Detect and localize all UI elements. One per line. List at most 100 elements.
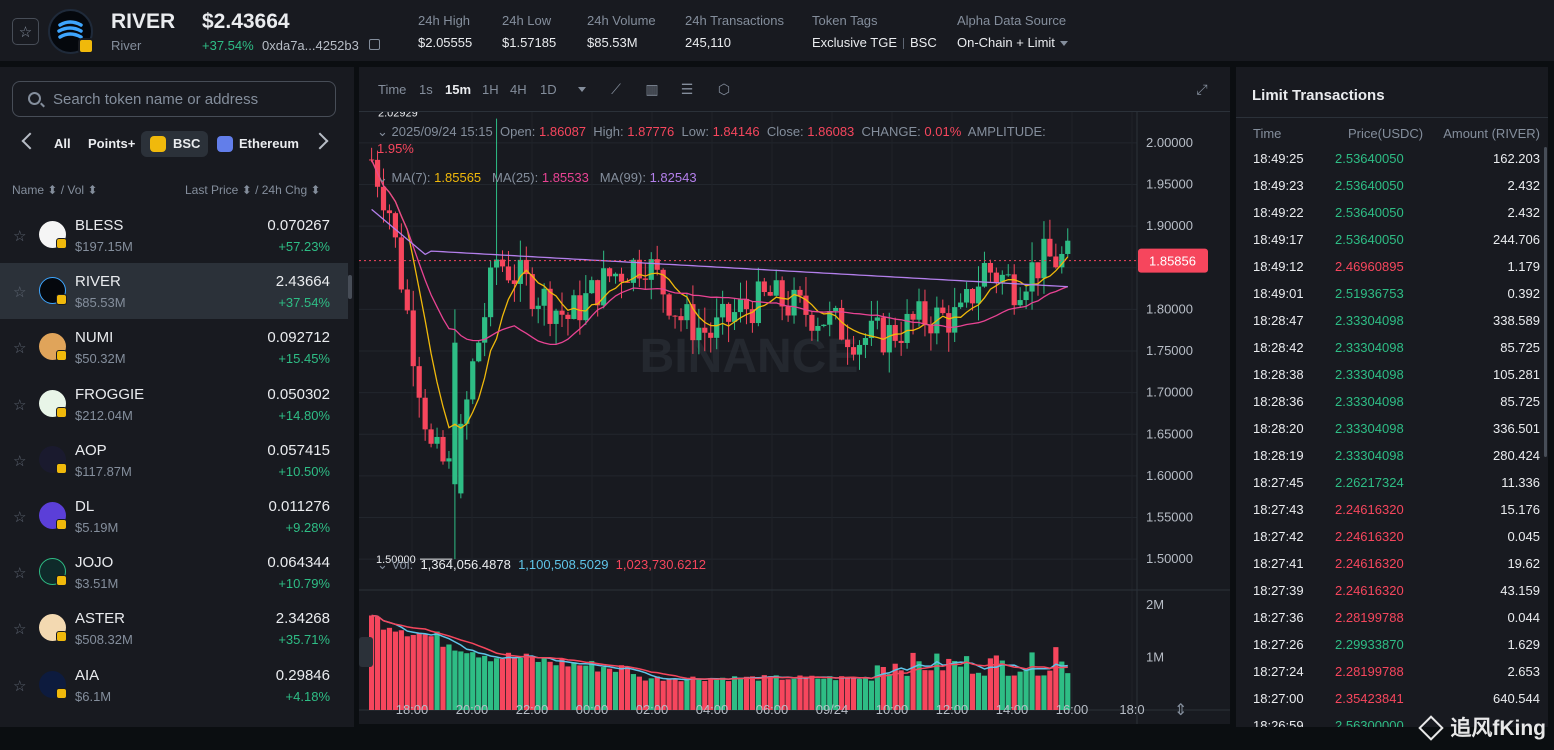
star-icon[interactable]: ☆	[13, 508, 27, 526]
line-chart-icon[interactable]: ⟋	[611, 81, 621, 97]
candle-body	[666, 294, 672, 316]
trade-amount: 244.706	[1493, 232, 1540, 247]
chart-canvas[interactable]: 2.000001.950001.900001.850001.800001.750…	[359, 112, 1230, 724]
candle-body	[529, 274, 535, 309]
token-row-dl[interactable]: ☆ DL $5.19M 0.011276 +9.28%	[0, 488, 348, 544]
volume-bar	[1023, 669, 1029, 710]
candle-body	[868, 320, 874, 339]
volume-bar	[910, 652, 916, 710]
price-axis-label: 1.75000	[1146, 343, 1193, 358]
trades-scrollbar[interactable]	[1544, 147, 1547, 457]
candle-body	[1029, 262, 1035, 292]
collapse-chevron-icon[interactable]: ⌄	[377, 124, 388, 139]
token-subname: River	[111, 38, 142, 53]
filter-ethereum[interactable]: Ethereum	[217, 131, 299, 157]
time-axis-label: 22:00	[516, 702, 549, 717]
trade-amount: 105.281	[1493, 367, 1540, 382]
volume-bar	[868, 680, 874, 710]
candle-body	[446, 458, 452, 462]
trade-price: 2.35423841	[1335, 691, 1404, 706]
candle-body	[958, 302, 964, 308]
trade-amount: 85.725	[1500, 340, 1540, 355]
search-input[interactable]	[12, 81, 336, 117]
token-row-aop[interactable]: ☆ AOP $117.87M 0.057415 +10.50%	[0, 432, 348, 488]
star-icon[interactable]: ☆	[13, 340, 27, 358]
fullscreen-icon[interactable]: ⤢	[1196, 81, 1208, 97]
volume-axis-label: 1M	[1146, 650, 1164, 665]
ma-legend: ⌄ MA(7): 1.85565 MA(25): 1.85533 MA(99):…	[377, 170, 697, 186]
interval-1s[interactable]: 1s	[419, 82, 433, 97]
star-icon[interactable]: ☆	[13, 565, 27, 583]
volume-legend: ⌄ Vol: 1,364,056.4878 1,100,508.5029 1,0…	[377, 557, 706, 573]
candle-body	[458, 423, 464, 494]
volume-bar	[993, 655, 999, 710]
settings-icon[interactable]: ⬡	[717, 81, 731, 97]
token-row-numi[interactable]: ☆ NUMI $50.32M 0.092712 +15.45%	[0, 319, 348, 375]
stat-label: 24h Transactions	[685, 13, 785, 28]
star-icon[interactable]: ☆	[13, 228, 27, 245]
token-row-bless[interactable]: ☆ BLESS $197.15M 0.070267 +57.23%	[0, 207, 348, 263]
token-row-jojo[interactable]: ☆ JOJO $3.51M 0.064344 +10.79%	[0, 544, 348, 600]
chevron-left-icon[interactable]	[21, 132, 39, 150]
indicator-settings-icon[interactable]: ☰	[680, 81, 694, 97]
sidebar-scrollbar[interactable]	[348, 275, 352, 299]
fit-scale-icon[interactable]: ⇕	[1174, 702, 1187, 719]
copy-icon[interactable]	[369, 39, 380, 50]
volume-bar	[410, 634, 416, 710]
candle-body	[874, 317, 880, 321]
trade-time: 18:27:45	[1253, 475, 1304, 490]
volume-bar	[767, 676, 773, 710]
filter-all[interactable]: All	[54, 136, 71, 151]
volume-bar	[743, 676, 750, 710]
volume-bar	[607, 668, 613, 710]
interval-1d[interactable]: 1D	[540, 82, 557, 97]
star-icon[interactable]: ☆	[13, 396, 27, 414]
token-row-river[interactable]: ☆ RIVER $85.53M 2.43664 +37.54%	[0, 263, 348, 320]
candle-body	[839, 307, 845, 340]
filter-bsc[interactable]: BSC	[141, 131, 209, 157]
trade-price: 2.24616320	[1335, 502, 1404, 517]
ma99-label: MA(99):	[599, 170, 646, 185]
interval-dropdown-icon[interactable]	[578, 87, 586, 92]
col-name-vol[interactable]: Name ⬍ / Vol ⬍	[12, 183, 98, 197]
candle-body	[523, 259, 529, 275]
chevron-right-icon[interactable]	[311, 132, 329, 150]
token-row-froggie[interactable]: ☆ FROGGIE $212.04M 0.050302 +14.80%	[0, 376, 348, 432]
stat-24h-low: 24h Low $1.57185	[502, 13, 556, 50]
candlestick-icon[interactable]: ▥	[645, 81, 659, 97]
collapse-chevron-icon[interactable]: ⌄	[377, 170, 388, 185]
star-icon[interactable]: ☆	[13, 452, 27, 470]
volume-bar	[797, 675, 803, 710]
candle-body	[803, 295, 809, 315]
price-axis-label: 1.95000	[1146, 176, 1193, 191]
token-symbol: DL	[75, 497, 95, 515]
volume-bar	[612, 671, 619, 710]
amplitude-label: AMPLITUDE:	[967, 124, 1046, 139]
star-icon[interactable]: ☆	[13, 677, 27, 695]
panel-toggle-icon[interactable]	[359, 637, 373, 667]
filter-points[interactable]: Points+	[88, 136, 136, 151]
token-row-aia[interactable]: ☆ AIA $6.1M 0.29846 +4.18%	[0, 657, 348, 713]
interval-1h[interactable]: 1H	[482, 82, 499, 97]
interval-4h[interactable]: 4H	[510, 82, 527, 97]
star-icon[interactable]: ☆	[13, 621, 27, 639]
trade-amount: 2.432	[1507, 205, 1540, 220]
col-price-chg[interactable]: Last Price ⬍ / 24h Chg ⬍	[185, 183, 321, 197]
token-row-aster[interactable]: ☆ ASTER $508.32M 2.34268 +35.71%	[0, 600, 348, 656]
candle-body	[571, 295, 577, 319]
collapse-chevron-icon[interactable]: ⌄	[377, 557, 388, 572]
volume-bar	[708, 678, 714, 710]
tag-divider	[903, 38, 905, 50]
interval-15m[interactable]: 15m	[445, 82, 472, 97]
volume-bar	[505, 652, 512, 710]
favorite-star-icon[interactable]: ☆	[12, 18, 39, 45]
volume-bar	[624, 666, 631, 710]
volume-bar	[702, 681, 708, 710]
volume-bar	[975, 672, 982, 710]
candle-body	[1005, 274, 1011, 276]
trade-amount: 2.653	[1507, 664, 1540, 679]
alpha-data-source[interactable]: Alpha Data Source On-Chain + Limit	[957, 13, 1068, 50]
contract-address: 0xda7a...4252b3	[262, 38, 359, 53]
token-change: +37.54%	[278, 295, 330, 311]
star-icon[interactable]: ☆	[13, 284, 27, 302]
